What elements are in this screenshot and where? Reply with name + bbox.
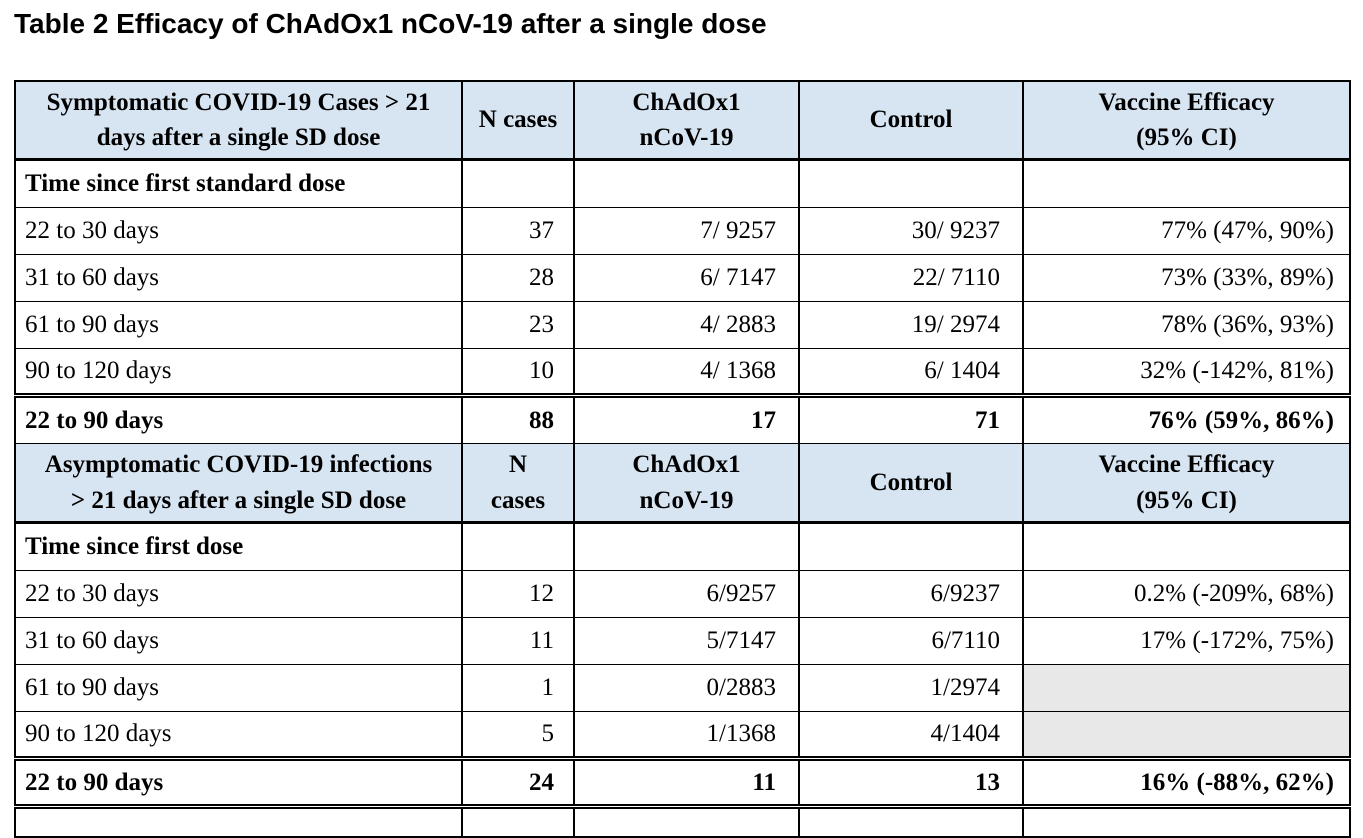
empty-cell: [798, 806, 1024, 838]
partial-cutoff-row: [14, 806, 1351, 838]
table-row-s2-61-90: 61 to 90 days 1 0/2883 1/2974: [14, 664, 1351, 713]
chadox1-value: 6/ 7147: [573, 254, 800, 303]
control-value: 1/2974: [798, 664, 1024, 713]
n-cases-value: 88: [461, 393, 575, 445]
control-value: 6/9237: [798, 570, 1024, 619]
row-label: 61 to 90 days: [14, 301, 463, 350]
row-label: 22 to 90 days: [14, 756, 463, 810]
table-row-s2-90-120: 90 to 120 days 5 1/1368 4/1404: [14, 711, 1351, 760]
header-vaccine-efficacy: Vaccine Efficacy (95% CI): [1022, 443, 1351, 525]
table-row-s1-90-120: 90 to 120 days 10 4/ 1368 6/ 1404 32% (-…: [14, 348, 1351, 397]
header-control: Control: [798, 443, 1024, 525]
control-value: 19/ 2974: [798, 301, 1024, 350]
control-value: 71: [798, 393, 1024, 445]
table-row-s1-total-22-90: 22 to 90 days 88 17 71 76% (59%, 86%): [14, 393, 1351, 445]
header-vaccine-efficacy: Vaccine Efficacy (95% CI): [1022, 80, 1351, 162]
efficacy-table: Symptomatic COVID-19 Cases > 21 days aft…: [14, 79, 1351, 838]
n-cases-value: 1: [461, 664, 575, 713]
table-row-s2-total-22-90: 22 to 90 days 24 11 13 16% (-88%, 62%): [14, 756, 1351, 810]
control-value: 22/ 7110: [798, 254, 1024, 303]
empty-cell: [798, 159, 1024, 209]
n-cases-value: 37: [461, 207, 575, 256]
table-row-s1-22-30: 22 to 30 days 37 7/ 9257 30/ 9237 77% (4…: [14, 207, 1351, 256]
n-cases-value: 24: [461, 756, 575, 810]
table-row-s1-61-90: 61 to 90 days 23 4/ 2883 19/ 2974 78% (3…: [14, 301, 1351, 350]
n-cases-value: 28: [461, 254, 575, 303]
empty-cell: [461, 522, 575, 572]
header-chadox1: ChAdOx1 nCoV-19: [573, 443, 800, 525]
empty-cell: [461, 806, 575, 838]
section2-header-row: Asymptomatic COVID-19 infections > 21 da…: [14, 443, 1351, 525]
row-label: 90 to 120 days: [14, 711, 463, 760]
header-asymptomatic-infections: Asymptomatic COVID-19 infections > 21 da…: [14, 443, 463, 525]
table-row-s2-22-30: 22 to 30 days 12 6/9257 6/9237 0.2% (-20…: [14, 570, 1351, 619]
chadox1-value: 4/ 2883: [573, 301, 800, 350]
shaded-empty-cell: [1022, 711, 1351, 760]
chadox1-value: 1/1368: [573, 711, 800, 760]
efficacy-value: 77% (47%, 90%): [1022, 207, 1351, 256]
row-label: 22 to 30 days: [14, 207, 463, 256]
header-n-cases: N cases: [461, 443, 575, 525]
row-label: 90 to 120 days: [14, 348, 463, 397]
efficacy-value: 16% (-88%, 62%): [1022, 756, 1351, 810]
section2-subheader-row: Time since first dose: [14, 522, 1351, 572]
empty-cell: [1022, 159, 1351, 209]
empty-cell: [798, 522, 1024, 572]
control-value: 13: [798, 756, 1024, 810]
efficacy-value: 78% (36%, 93%): [1022, 301, 1351, 350]
chadox1-value: 4/ 1368: [573, 348, 800, 397]
chadox1-value: 11: [573, 756, 800, 810]
subhead-time-since-first-standard-dose: Time since first standard dose: [14, 159, 463, 209]
efficacy-value: 17% (-172%, 75%): [1022, 617, 1351, 666]
chadox1-value: 5/7147: [573, 617, 800, 666]
section1-subheader-row: Time since first standard dose: [14, 159, 1351, 209]
efficacy-value: 76% (59%, 86%): [1022, 393, 1351, 445]
control-value: 6/7110: [798, 617, 1024, 666]
chadox1-value: 6/9257: [573, 570, 800, 619]
n-cases-value: 5: [461, 711, 575, 760]
empty-cell: [573, 806, 800, 838]
chadox1-value: 0/2883: [573, 664, 800, 713]
table-title: Table 2 Efficacy of ChAdOx1 nCoV-19 afte…: [14, 8, 767, 39]
header-control: Control: [798, 80, 1024, 162]
n-cases-value: 23: [461, 301, 575, 350]
header-symptomatic-cases: Symptomatic COVID-19 Cases > 21 days aft…: [14, 80, 463, 162]
control-value: 30/ 9237: [798, 207, 1024, 256]
efficacy-value: 0.2% (-209%, 68%): [1022, 570, 1351, 619]
table-row-s1-31-60: 31 to 60 days 28 6/ 7147 22/ 7110 73% (3…: [14, 254, 1351, 303]
empty-cell: [14, 806, 463, 838]
chadox1-value: 7/ 9257: [573, 207, 800, 256]
empty-cell: [461, 159, 575, 209]
row-label: 61 to 90 days: [14, 664, 463, 713]
row-label: 22 to 30 days: [14, 570, 463, 619]
control-value: 6/ 1404: [798, 348, 1024, 397]
empty-cell: [1022, 522, 1351, 572]
empty-cell: [573, 522, 800, 572]
n-cases-value: 10: [461, 348, 575, 397]
empty-cell: [573, 159, 800, 209]
table-row-s2-31-60: 31 to 60 days 11 5/7147 6/7110 17% (-172…: [14, 617, 1351, 666]
section1-header-row: Symptomatic COVID-19 Cases > 21 days aft…: [14, 80, 1351, 162]
efficacy-value: 73% (33%, 89%): [1022, 254, 1351, 303]
control-value: 4/1404: [798, 711, 1024, 760]
header-chadox1: ChAdOx1 nCoV-19: [573, 80, 800, 162]
row-label: 31 to 60 days: [14, 254, 463, 303]
row-label: 31 to 60 days: [14, 617, 463, 666]
efficacy-value: 32% (-142%, 81%): [1022, 348, 1351, 397]
n-cases-value: 11: [461, 617, 575, 666]
n-cases-value: 12: [461, 570, 575, 619]
header-n-cases: N cases: [461, 80, 575, 162]
empty-cell: [1022, 806, 1351, 838]
chadox1-value: 17: [573, 393, 800, 445]
row-label: 22 to 90 days: [14, 393, 463, 445]
subhead-time-since-first-dose: Time since first dose: [14, 522, 463, 572]
shaded-empty-cell: [1022, 664, 1351, 713]
